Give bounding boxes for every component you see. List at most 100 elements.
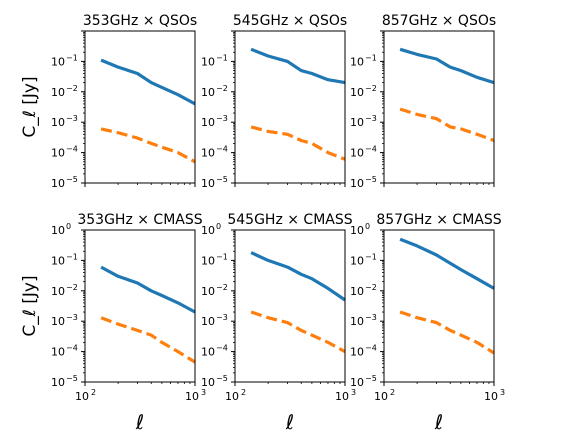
ytick-label: 10 <box>350 285 364 298</box>
ytick-label-exp: −3 <box>365 313 377 322</box>
y-axis-label: C_ℓ [Jy] <box>20 76 40 137</box>
ytick-label-exp: −4 <box>66 344 78 353</box>
ytick-label-exp: −5 <box>216 374 228 383</box>
xtick-label-exp: 2 <box>241 388 246 397</box>
ytick-label: 10 <box>350 254 364 267</box>
ytick-label-exp: −1 <box>216 252 228 261</box>
x-axis-label: ℓ <box>135 410 144 434</box>
ytick-label: 10 <box>201 254 215 267</box>
ytick-label: 10 <box>51 285 65 298</box>
ytick-label: 10 <box>51 177 65 190</box>
ytick-label-exp: −2 <box>66 84 78 93</box>
ytick-label-exp: −5 <box>66 175 78 184</box>
ytick-label: 10 <box>350 177 364 190</box>
ytick-label-exp: −4 <box>216 145 228 154</box>
ytick-label-exp: −2 <box>365 84 377 93</box>
x-axis-label: ℓ <box>285 410 294 434</box>
panel-title: 353GHz × QSOs <box>83 13 197 29</box>
ytick-label-exp: 0 <box>365 222 370 231</box>
axes-frame <box>383 229 495 383</box>
xtick-label: 10 <box>374 390 388 403</box>
ytick-label: 10 <box>201 177 215 190</box>
ytick-label: 10 <box>350 346 364 359</box>
x-axis-label: ℓ <box>434 410 443 434</box>
ytick-label: 10 <box>201 285 215 298</box>
ytick-label: 10 <box>350 86 364 99</box>
ytick-label: 10 <box>51 254 65 267</box>
axes-frame <box>383 30 495 184</box>
xtick-label: 10 <box>484 390 498 403</box>
ytick-label-exp: −4 <box>66 145 78 154</box>
ytick-label: 10 <box>51 224 65 237</box>
panel-title: 353GHz × CMASS <box>77 212 202 228</box>
ytick-label-exp: −5 <box>365 374 377 383</box>
xtick-label: 10 <box>335 390 349 403</box>
ytick-label: 10 <box>201 376 215 389</box>
ytick-label: 10 <box>201 86 215 99</box>
solid-series-line <box>100 265 196 314</box>
ytick-label-exp: −2 <box>66 283 78 292</box>
dashed-series-line <box>399 310 495 355</box>
ytick-label-exp: −3 <box>216 313 228 322</box>
panel-title: 545GHz × CMASS <box>227 212 352 228</box>
ytick-label-exp: −1 <box>216 53 228 62</box>
xtick-label: 10 <box>75 390 89 403</box>
ytick-label-exp: −5 <box>66 374 78 383</box>
xtick-label-exp: 3 <box>500 388 505 397</box>
xtick-label-exp: 3 <box>201 388 206 397</box>
solid-series-line <box>250 251 346 302</box>
ytick-label: 10 <box>350 116 364 129</box>
ytick-label-exp: −3 <box>365 114 377 123</box>
solid-series-line <box>250 47 346 85</box>
axes-frame <box>84 229 196 383</box>
panel-title: 857GHz × CMASS <box>376 212 501 228</box>
panel-title: 857GHz × QSOs <box>382 13 496 29</box>
dashed-series-line <box>250 310 346 354</box>
ytick-label: 10 <box>350 224 364 237</box>
ytick-label-exp: 0 <box>66 222 71 231</box>
ytick-label-exp: −2 <box>216 84 228 93</box>
ytick-label-exp: −2 <box>216 283 228 292</box>
ytick-label-exp: −4 <box>365 344 377 353</box>
ytick-label-exp: −3 <box>66 313 78 322</box>
ytick-label: 10 <box>201 147 215 160</box>
ytick-label: 10 <box>51 116 65 129</box>
panel-title: 545GHz × QSOs <box>233 13 347 29</box>
ytick-label-exp: −5 <box>365 175 377 184</box>
ytick-label: 10 <box>201 315 215 328</box>
dashed-series-line <box>100 316 196 364</box>
axes-frame <box>234 30 346 184</box>
ytick-label-exp: −3 <box>66 114 78 123</box>
axes-frame <box>234 229 346 383</box>
solid-series-line <box>399 237 495 290</box>
xtick-label-exp: 3 <box>351 388 356 397</box>
ytick-label: 10 <box>201 346 215 359</box>
ytick-label: 10 <box>51 86 65 99</box>
xtick-label: 10 <box>225 390 239 403</box>
xtick-label: 10 <box>185 390 199 403</box>
ytick-label-exp: −1 <box>365 53 377 62</box>
dashed-series-line <box>399 107 495 143</box>
solid-series-line <box>100 58 196 106</box>
ytick-label-exp: −1 <box>66 53 78 62</box>
xtick-label-exp: 2 <box>91 388 96 397</box>
axes-frame <box>84 30 196 184</box>
ytick-label-exp: −4 <box>365 145 377 154</box>
ytick-label: 10 <box>201 55 215 68</box>
ytick-label: 10 <box>201 224 215 237</box>
ytick-label-exp: −4 <box>216 344 228 353</box>
dashed-series-line <box>250 125 346 161</box>
ytick-label-exp: −5 <box>216 175 228 184</box>
ytick-label: 10 <box>350 376 364 389</box>
ytick-label: 10 <box>350 55 364 68</box>
ytick-label: 10 <box>201 116 215 129</box>
ytick-label-exp: −1 <box>365 252 377 261</box>
dashed-series-line <box>100 127 196 164</box>
ytick-label-exp: −3 <box>216 114 228 123</box>
